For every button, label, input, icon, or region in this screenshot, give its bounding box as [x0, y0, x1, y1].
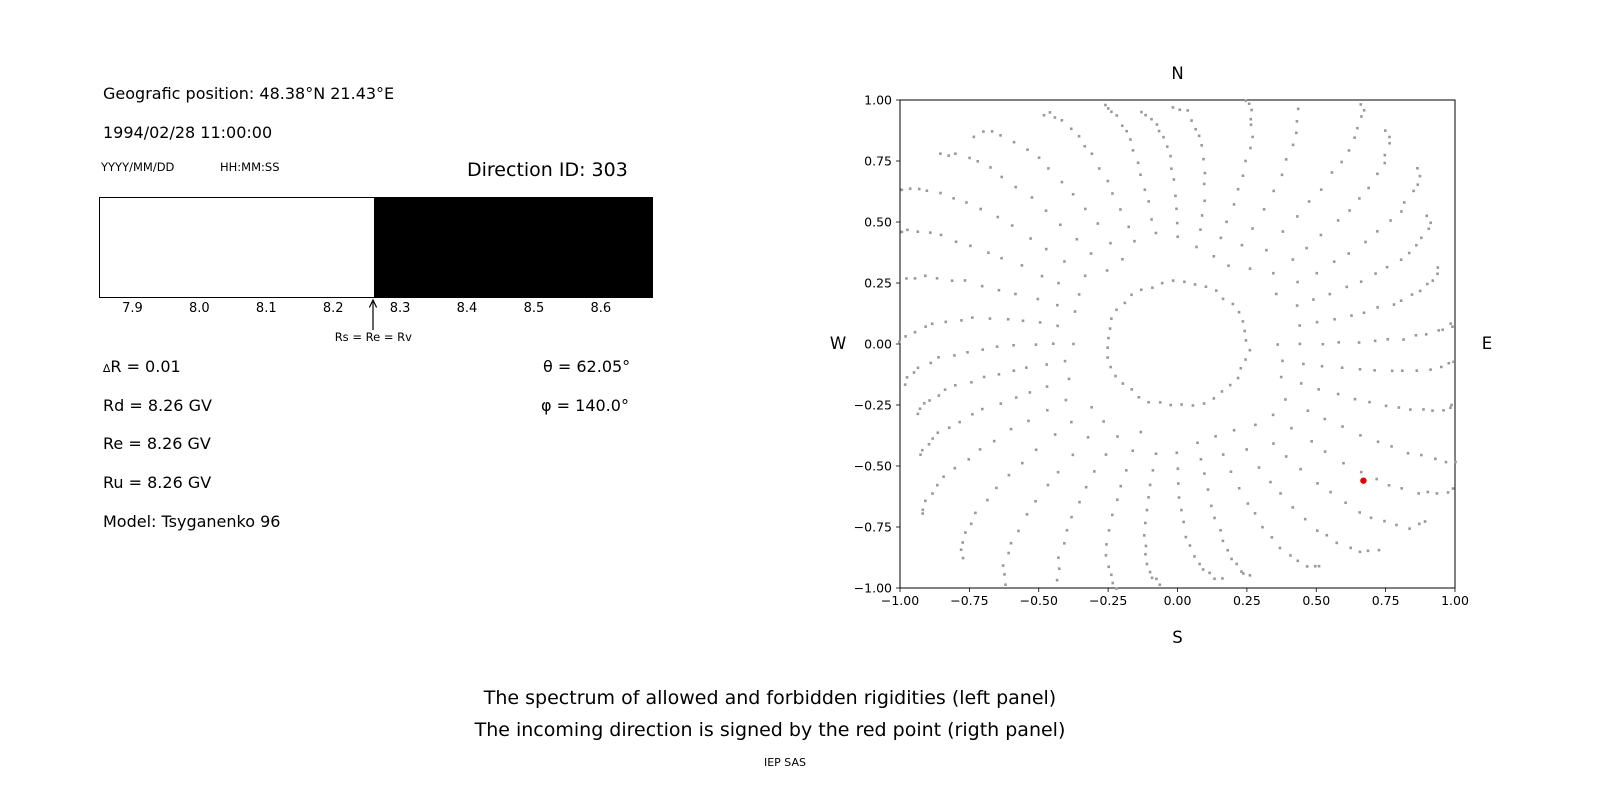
caption-line-2: The incoming direction is signed by the …	[474, 719, 1066, 741]
boundary-arrow-icon	[369, 299, 378, 330]
rigidity-spectrum	[99, 197, 653, 298]
param-ru: Ru = 8.26 GV	[103, 473, 212, 492]
param-text: R = 0.01	[110, 357, 181, 376]
spectrum-tick-label: 7.9	[122, 301, 143, 316]
direction-id: Direction ID: 303	[467, 159, 628, 181]
caption-line-1: The spectrum of allowed and forbidden ri…	[483, 687, 1057, 709]
y-axis-ticks: 1.00 0.75 0.50 0.25 0.00 −0.25 −0.50 −0.75 −1.00	[854, 93, 900, 596]
x-tick-label: 1.00	[1441, 593, 1469, 608]
param-delta-r: ∆R = 0.01	[103, 357, 181, 376]
x-tick-label: −0.25	[1089, 593, 1127, 608]
param-model: Model: Tsyganenko 96	[103, 512, 281, 531]
x-tick-label: 0.25	[1233, 593, 1261, 608]
compass-label-s: S	[1172, 628, 1182, 647]
y-tick-label: −0.75	[854, 520, 892, 535]
spectrum-tick-label: 8.4	[456, 301, 478, 316]
spectrum-tick-label: 8.2	[322, 301, 344, 316]
x-tick-label: −0.50	[1020, 593, 1058, 608]
compass-label-n: N	[1171, 64, 1183, 83]
y-tick-label: 0.25	[864, 276, 892, 291]
param-rd: Rd = 8.26 GV	[103, 396, 212, 415]
plot-frame	[899, 99, 1456, 589]
x-tick-label: 0.00	[1164, 593, 1192, 608]
spectrum-tick-label: 8.6	[590, 301, 612, 316]
phi-angle: φ = 140.0°	[541, 396, 629, 415]
credit-label: IEP SAS	[763, 756, 807, 769]
compass-label-w: W	[830, 334, 846, 353]
y-tick-label: −0.50	[854, 459, 892, 474]
scatter-dots	[898, 99, 1457, 590]
direction-skymap: −1.00 −0.75 −0.50 −0.25 0.00 0.25 0.50 0.75 1.00…	[830, 64, 1492, 647]
y-tick-label: 0.75	[864, 154, 892, 169]
x-tick-label: −1.00	[881, 593, 919, 608]
x-tick-label: 0.50	[1302, 593, 1330, 608]
y-tick-label: 1.00	[864, 93, 892, 108]
param-re: Re = 8.26 GV	[103, 434, 211, 453]
red-point-marker	[1360, 477, 1367, 484]
spectrum-tick-label: 8.5	[523, 301, 545, 316]
boundary-marker-label: Rs = Re = Rv	[334, 330, 412, 344]
spectrum-axis: 7.9 8.0 8.1 8.2 8.3 8.4 8.5 8.6	[99, 301, 651, 319]
geo-position: Geografic position: 48.38°N 21.43°E	[103, 84, 395, 103]
y-tick-label: −1.00	[854, 581, 892, 596]
y-tick-label: 0.50	[864, 215, 892, 230]
x-tick-label: −0.75	[950, 593, 988, 608]
theta-angle: θ = 62.05°	[543, 357, 631, 376]
spectrum-tick-label: 8.1	[255, 301, 277, 316]
y-tick-label: 0.00	[864, 337, 892, 352]
forbidden-region	[374, 198, 652, 297]
date-format-label: YYYY/MM/DD	[101, 160, 175, 174]
x-axis-ticks: −1.00 −0.75 −0.50 −0.25 0.00 0.25 0.50 0.75 1.00	[881, 588, 1469, 608]
time-format-label: HH:MM:SS	[220, 160, 280, 174]
x-tick-label: 0.75	[1372, 593, 1400, 608]
y-tick-label: −0.25	[854, 398, 892, 413]
delta-symbol: ∆	[103, 362, 111, 375]
compass-label-e: E	[1482, 334, 1492, 353]
spectrum-tick-label: 8.0	[189, 301, 210, 316]
datetime: 1994/02/28 11:00:00	[103, 123, 273, 142]
spectrum-tick-label: 8.3	[389, 301, 411, 316]
